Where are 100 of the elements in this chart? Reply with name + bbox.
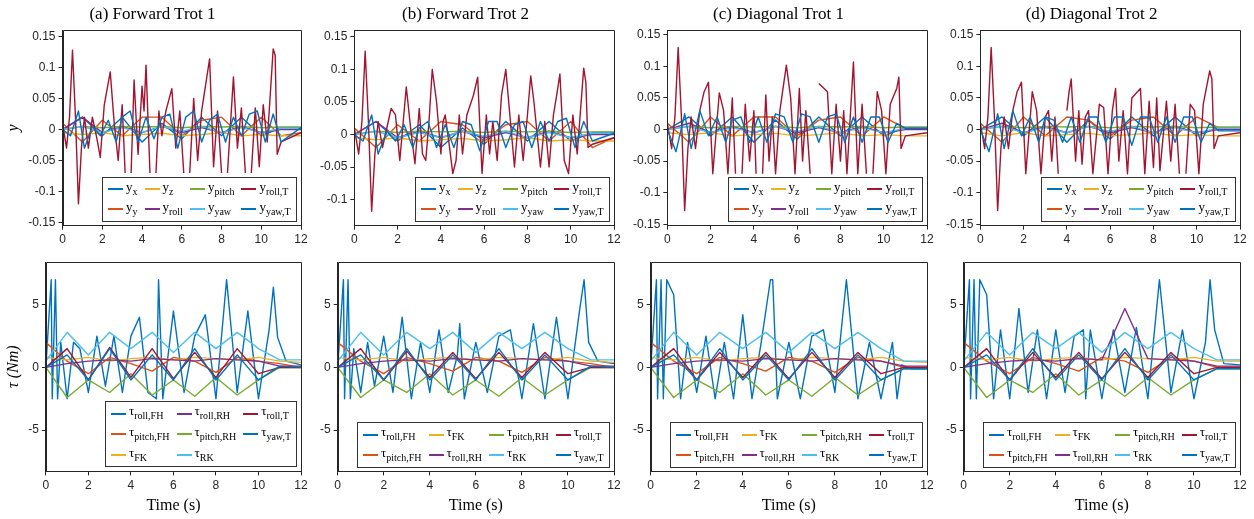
x-tick-label: 6 [472,477,480,492]
x-tick-label: 2 [1020,232,1028,247]
legend-label: τ$_{yaw,T}$ [261,423,291,444]
legend-label: τ$_{RK}$ [820,444,840,465]
x-axis-title: Time (s) [448,495,503,514]
legend-label: y$_{yaw,T}$ [259,199,291,219]
y-tick-label: 0.1 [330,61,348,76]
y-axis-title: y [3,123,22,134]
y-tick-label: 0 [949,359,957,374]
legend-label: y$_{roll,T}$ [1198,178,1228,199]
legend-label: y$_{x}$ [126,178,138,199]
legend-label: τ$_{pitch,RH}$ [507,424,549,444]
legend-label: y$_{pitch}$ [207,178,235,199]
y-tick-label: 5 [949,297,957,312]
legend-label: τ$_{roll,RH}$ [1072,444,1109,465]
legend-label: τ$_{pitch,RH}$ [1133,424,1175,444]
y-tick-label: 5 [323,297,331,312]
x-tick-label: 10 [254,232,269,247]
x-tick-label: 10 [877,232,891,247]
legend-label: y$_{roll,T}$ [885,178,915,199]
x-tick-label: 4 [1063,232,1071,247]
legend-label: τ$_{roll,FH}$ [1007,424,1042,444]
legend-label: τ$_{roll,FH}$ [694,424,729,444]
x-tick-label: 2 [693,477,701,492]
x-tick-label: 12 [607,477,621,492]
legend-label: τ$_{yaw,T}$ [886,444,917,465]
x-tick-label: 6 [1098,477,1106,492]
y-tick-label: -0.05 [28,152,56,167]
x-tick-label: 2 [380,477,388,492]
y-tick-label: 0.1 [643,58,661,73]
legend-label: y$_{yaw}$ [520,199,545,219]
legend-label: τ$_{RK}$ [1133,444,1153,465]
y-tick-label: 0.05 [32,90,56,105]
legend-label: y$_{yaw}$ [207,199,232,219]
x-tick-label: 2 [85,477,93,492]
x-tick-label: 8 [518,477,526,492]
legend-label: τ$_{roll,RH}$ [194,403,231,423]
legend-label: y$_{z}$ [788,178,800,199]
y-tick-label: -0.15 [945,216,974,231]
legend-label: τ$_{yaw,T}$ [1199,444,1230,465]
legend-label: y$_{roll}$ [162,199,183,219]
y-tick-label: 0.15 [636,27,661,42]
legend-label: y$_{z}$ [1101,178,1113,199]
legend-label: y$_{pitch}$ [1146,178,1174,199]
x-tick-label: 8 [837,232,845,247]
legend-label: τ$_{RK}$ [507,444,527,465]
y-tick-label: -0.15 [28,214,56,229]
legend-label: τ$_{RK}$ [194,444,214,465]
y-tick-label: 5 [32,297,40,312]
x-tick-label: 2 [98,232,106,247]
legend-label: y$_{yaw,T}$ [885,199,917,219]
y-tick-label: -0.05 [632,153,661,168]
legend-label: y$_{pitch}$ [520,178,548,199]
x-tick-label: 10 [564,232,578,247]
legend-label: y$_{z}$ [475,178,487,199]
legend-label: τ$_{pitch,FH}$ [381,444,422,465]
y-tick-label: 0 [653,121,661,136]
legend-label: y$_{y}$ [752,199,764,219]
legend-label: y$_{roll}$ [1101,199,1122,219]
legend-label: y$_{y}$ [126,199,138,219]
y-tick-label: -0.15 [632,216,661,231]
chart-title: (b) Forward Trot 2 [401,3,530,23]
x-tick-label: 0 [59,232,67,247]
legend-label: τ$_{roll,T}$ [573,424,602,444]
y-tick-label: 0 [323,359,331,374]
legend-label: τ$_{roll,T}$ [1199,424,1228,444]
x-tick-label: 6 [1106,232,1114,247]
legend-label: y$_{pitch}$ [833,178,861,199]
legend-label: y$_{roll,T}$ [259,178,289,199]
x-tick-label: 4 [739,477,747,492]
legend-label: y$_{yaw}$ [833,199,858,219]
y-tick-label: -0.1 [639,185,661,200]
x-tick-label: 10 [561,477,575,492]
x-tick-label: 6 [178,232,186,247]
x-tick-label: 6 [785,477,793,492]
x-tick-label: 4 [426,477,434,492]
y-tick-label: -0.05 [319,159,348,174]
y-tick-label: 0 [340,126,348,141]
x-tick-label: 12 [294,477,308,492]
x-tick-label: 0 [664,232,672,247]
legend-label: τ$_{pitch,FH}$ [694,444,735,465]
legend-label: y$_{x}$ [439,178,451,199]
chart-title: (c) Diagonal Trot 1 [713,3,844,23]
y-tick-label: 0 [966,121,974,136]
legend-label: y$_{z}$ [162,178,174,199]
y-tick-label: 0.15 [949,27,974,42]
x-tick-label: 4 [750,232,758,247]
x-tick-label: 8 [218,232,226,247]
legend-label: τ$_{roll,T}$ [261,403,289,423]
x-tick-label: 10 [1190,232,1204,247]
x-tick-label: 0 [351,232,359,247]
y-tick-label: 0.1 [956,58,974,73]
y-tick-label: -5 [28,422,40,437]
legend-label: τ$_{pitch,RH}$ [194,423,237,444]
y-tick-label: 0.05 [323,94,348,109]
x-tick-label: 12 [1233,477,1247,492]
legend-label: y$_{yaw,T}$ [1198,199,1230,219]
y-axis-title: τ (Nm) [3,345,22,389]
x-tick-label: 2 [1006,477,1014,492]
x-tick-label: 10 [1187,477,1201,492]
